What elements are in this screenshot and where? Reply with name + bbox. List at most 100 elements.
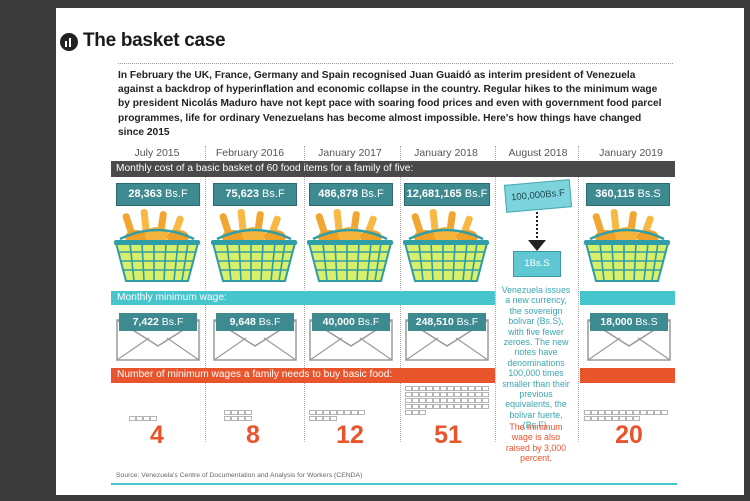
currency-unit: Bs.F: [464, 188, 488, 200]
arrow-down-icon: [536, 212, 538, 242]
old-banknote-icon: 100,000Bs.F: [503, 179, 573, 213]
wage-envelope-mark: [150, 416, 157, 421]
wage-envelope-mark: [626, 416, 633, 421]
wage-envelope-mark: [447, 386, 454, 391]
wage-envelope-mark: [231, 410, 238, 415]
wage-envelope-mark: [323, 416, 330, 421]
wage-envelope-mark: [612, 410, 619, 415]
wage-envelope-mark: [605, 410, 612, 415]
wage-envelope-mark: [626, 410, 633, 415]
currency-unit: Bs.F: [456, 316, 479, 328]
wage-envelope-mark: [412, 392, 419, 397]
wage-envelope-mark: [468, 398, 475, 403]
wage-envelope-mark: [447, 398, 454, 403]
basket-cost-badge: 360,115 Bs.S: [586, 183, 670, 206]
wage-envelope-mark: [351, 410, 358, 415]
wage-envelope-mark: [454, 392, 461, 397]
food-basket-icon: [401, 207, 491, 287]
wage-envelope-mark: [412, 386, 419, 391]
wage-envelope-mark: [482, 404, 489, 409]
wage-envelope-mark: [584, 416, 591, 421]
min-wage-badge: 40,000 Bs.F: [312, 313, 390, 331]
wage-envelope-mark: [323, 410, 330, 415]
bottom-rule: [111, 483, 677, 485]
wage-envelope-mark: [238, 410, 245, 415]
wage-envelope-mark: [419, 410, 426, 415]
column-divider: [495, 146, 496, 442]
wage-envelope-mark: [461, 398, 468, 403]
min-wage-section-bar: [580, 291, 675, 305]
wage-envelope-mark: [584, 410, 591, 415]
wage-envelope-mark: [468, 392, 475, 397]
wage-envelope-mark: [419, 386, 426, 391]
food-basket-icon: [305, 207, 395, 287]
wage-envelope-mark: [440, 392, 447, 397]
basket-cost-value: 12,681,165: [406, 188, 462, 200]
wages-needed-count: 51: [434, 421, 462, 449]
wage-envelope-mark: [405, 404, 412, 409]
wage-envelope-mark: [475, 404, 482, 409]
wages-needed-section-bar: [111, 368, 495, 383]
wage-envelope-mark: [433, 398, 440, 403]
wage-envelope-mark: [433, 404, 440, 409]
currency-unit: Bs.F: [361, 188, 384, 200]
wage-envelope-mark: [412, 404, 419, 409]
wage-envelope-mark: [238, 416, 245, 421]
wage-envelope-mark: [136, 416, 143, 421]
wage-envelope-mark: [309, 410, 316, 415]
wages-needed-section-bar: [580, 368, 675, 383]
wage-envelope-mark: [440, 404, 447, 409]
wage-envelope-mark: [661, 410, 668, 415]
wage-envelope-mark: [475, 398, 482, 403]
wage-envelope-mark: [330, 416, 337, 421]
wage-envelope-mark: [143, 416, 150, 421]
wage-envelope-mark: [344, 410, 351, 415]
min-wage-value: 40,000: [322, 316, 355, 328]
min-wage-value: 7,422: [132, 316, 159, 328]
currency-unit: Bs.F: [262, 188, 285, 200]
date-header: January 2018: [414, 147, 478, 159]
wage-envelope-mark: [405, 392, 412, 397]
wage-envelope-mark: [245, 416, 252, 421]
wage-envelope-mark: [433, 392, 440, 397]
wage-envelope-mark: [454, 398, 461, 403]
currency-unit: Bs.F: [165, 188, 188, 200]
wage-envelope-mark: [482, 392, 489, 397]
wage-envelope-grid: [129, 392, 189, 422]
wage-envelope-mark: [447, 392, 454, 397]
wage-envelope-mark: [461, 392, 468, 397]
wage-envelope-mark: [440, 386, 447, 391]
date-header: February 2016: [215, 147, 285, 159]
title-divider: [118, 63, 673, 64]
wage-envelope-mark: [224, 410, 231, 415]
arrowhead-icon: [528, 240, 546, 251]
wage-envelope-grid: [584, 392, 674, 422]
wage-envelope-mark: [440, 398, 447, 403]
wage-envelope-grid: [224, 392, 284, 422]
wage-envelope-mark: [475, 392, 482, 397]
date-header: January 2017: [318, 147, 382, 159]
wage-envelope-mark: [447, 404, 454, 409]
wage-envelope-mark: [405, 398, 412, 403]
wage-envelope-mark: [468, 404, 475, 409]
date-header: August 2018: [508, 147, 568, 159]
basket-cost-value: 75,623: [225, 188, 259, 200]
wage-envelope-mark: [316, 410, 323, 415]
min-wage-badge: 248,510 Bs.F: [408, 313, 486, 331]
wage-envelope-grid: [309, 392, 393, 422]
wage-envelope-mark: [654, 410, 661, 415]
wage-envelope-mark: [419, 392, 426, 397]
food-basket-icon: [209, 207, 299, 287]
wage-envelope-mark: [231, 416, 238, 421]
intro-paragraph: In February the UK, France, Germany and …: [118, 70, 662, 138]
wage-envelope-mark: [426, 392, 433, 397]
currency-unit: Bs.F: [161, 316, 184, 328]
source-note: Source: Venezuela's Centre of Documentat…: [116, 472, 363, 479]
wage-envelope-mark: [454, 386, 461, 391]
wages-needed-count: 4: [150, 421, 164, 449]
min-wage-raise-note: The minimum wage is also raised by 3,000…: [505, 422, 567, 464]
wage-envelope-mark: [426, 398, 433, 403]
basket-cost-badge: 486,878 Bs.F: [309, 183, 393, 206]
wage-envelope-mark: [245, 410, 252, 415]
currency-unit: Bs.F: [258, 316, 281, 328]
